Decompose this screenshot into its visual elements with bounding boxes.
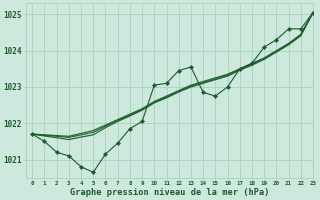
X-axis label: Graphe pression niveau de la mer (hPa): Graphe pression niveau de la mer (hPa) xyxy=(70,188,269,197)
